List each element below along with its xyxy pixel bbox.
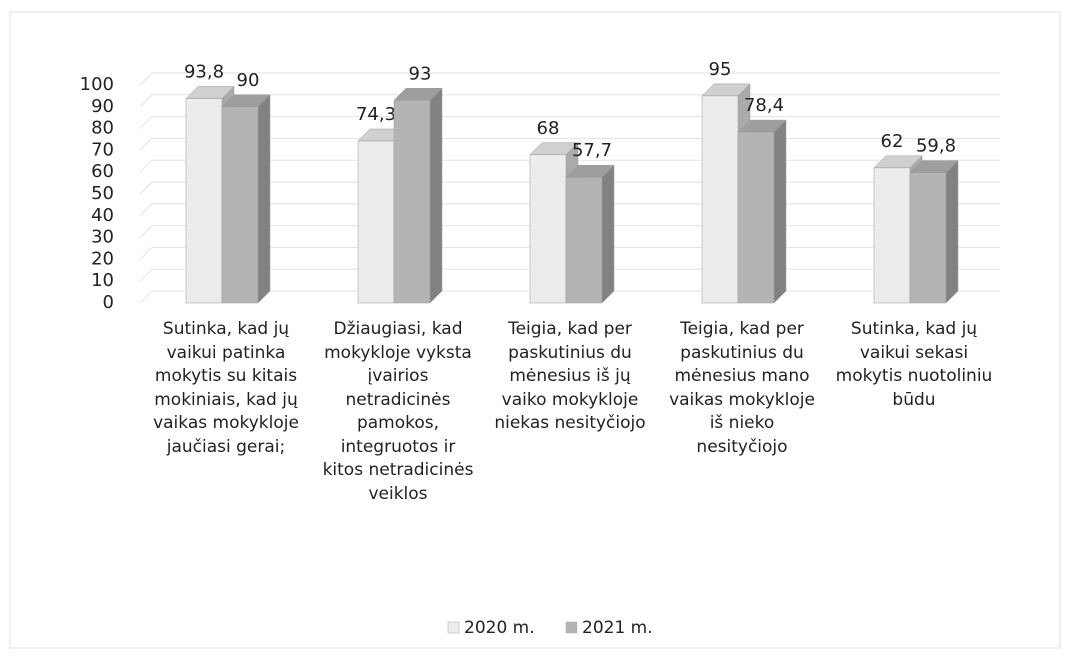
x-tick-label: Džiaugiasi, kad mokykloje vyksta įvairio… bbox=[322, 319, 474, 504]
legend-label: 2021 m. bbox=[582, 618, 653, 638]
bar bbox=[737, 119, 787, 304]
bar-face bbox=[565, 176, 603, 304]
bar bbox=[565, 164, 615, 304]
value-label: 78,4 bbox=[744, 95, 784, 116]
bar-face bbox=[909, 172, 947, 304]
value-label: 90 bbox=[237, 70, 260, 91]
y-tick-label: 30 bbox=[91, 227, 114, 248]
x-tick-label: Teigia, kad per paskutinius du mėnesius … bbox=[494, 319, 646, 433]
value-label: 57,7 bbox=[572, 140, 612, 161]
x-tick-label: Sutinka, kad jų vaikui patinka mokytis s… bbox=[153, 319, 299, 457]
y-tick-label: 100 bbox=[80, 74, 114, 95]
bar-face bbox=[393, 100, 431, 304]
legend-swatch bbox=[447, 621, 460, 634]
bar-face bbox=[773, 119, 787, 304]
y-tick-label: 70 bbox=[91, 139, 114, 160]
y-tick-label: 20 bbox=[91, 248, 114, 269]
value-label: 59,8 bbox=[916, 136, 956, 157]
bar-face bbox=[945, 160, 959, 304]
bar bbox=[909, 160, 959, 304]
bar bbox=[393, 87, 443, 304]
y-tick-label: 40 bbox=[91, 205, 114, 226]
value-label: 93,8 bbox=[184, 62, 224, 83]
grid-line bbox=[139, 72, 1000, 86]
bar-face bbox=[529, 154, 567, 304]
y-tick-label: 0 bbox=[103, 292, 114, 313]
bar-face bbox=[257, 94, 271, 304]
bar-face bbox=[737, 131, 775, 304]
bar-face bbox=[357, 140, 395, 304]
value-label: 68 bbox=[537, 118, 560, 139]
x-tick-label: Teigia, kad per paskutinius du mėnesius … bbox=[669, 319, 815, 457]
bar bbox=[221, 94, 271, 304]
y-tick-label: 60 bbox=[91, 161, 114, 182]
x-tick-label: Sutinka, kad jų vaikui sekasi mokytis nu… bbox=[835, 319, 993, 410]
value-label: 95 bbox=[709, 59, 732, 80]
bar-face bbox=[185, 98, 223, 304]
bar-face bbox=[429, 87, 443, 304]
legend-swatch bbox=[565, 621, 578, 634]
bar-face bbox=[221, 106, 259, 304]
legend-label: 2020 m. bbox=[464, 618, 535, 638]
y-tick-label: 90 bbox=[91, 96, 114, 117]
value-label: 74,3 bbox=[356, 104, 396, 125]
value-label: 93 bbox=[409, 63, 432, 84]
bar-face bbox=[701, 95, 739, 304]
value-label: 62 bbox=[881, 131, 904, 152]
y-tick-label: 80 bbox=[91, 118, 114, 139]
y-tick-label: 10 bbox=[91, 270, 114, 291]
bar-face bbox=[601, 164, 615, 304]
chart-frame bbox=[9, 11, 1061, 649]
y-tick-label: 50 bbox=[91, 183, 114, 204]
bar-face bbox=[873, 167, 911, 304]
